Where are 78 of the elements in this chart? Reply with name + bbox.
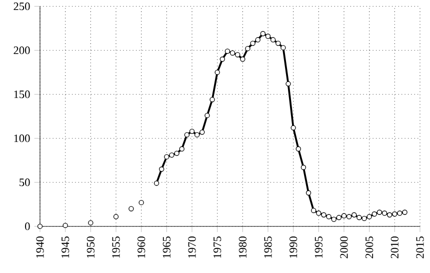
point xyxy=(154,180,160,186)
point xyxy=(306,190,312,196)
y-tick-label: 150 xyxy=(14,90,30,98)
point xyxy=(113,214,119,220)
point xyxy=(210,97,215,102)
x-tick-label: 1940 xyxy=(36,236,44,258)
point xyxy=(352,212,357,218)
x-tick-label: 1945 xyxy=(62,236,70,258)
point xyxy=(366,214,372,220)
point xyxy=(200,130,205,135)
x-tick-label: 1955 xyxy=(112,236,120,258)
point xyxy=(397,210,402,216)
point xyxy=(382,210,388,216)
x-tick-label: 2010 xyxy=(390,236,398,258)
x-tick-label: 2005 xyxy=(366,236,374,258)
point xyxy=(276,40,281,46)
point xyxy=(341,213,347,218)
point xyxy=(386,212,392,218)
point xyxy=(214,70,220,75)
point xyxy=(372,211,377,217)
point xyxy=(194,132,200,138)
point xyxy=(62,222,68,228)
point xyxy=(37,224,43,229)
point xyxy=(174,150,180,156)
point xyxy=(234,52,240,58)
x-tick-label: 1950 xyxy=(86,236,94,258)
point xyxy=(265,34,271,39)
y-tick-label: 250 xyxy=(14,2,30,10)
y-tick-label: 50 xyxy=(20,178,30,186)
point xyxy=(250,40,256,46)
point xyxy=(224,48,230,54)
point xyxy=(138,200,144,206)
x-tick-label: 1985 xyxy=(264,236,272,258)
x-tick-label: 1990 xyxy=(290,236,298,258)
point xyxy=(189,128,195,134)
point xyxy=(286,81,291,86)
point xyxy=(88,220,94,226)
point xyxy=(300,164,306,170)
point xyxy=(326,214,332,220)
x-tick-label: 1980 xyxy=(238,236,246,258)
point xyxy=(356,214,362,220)
point xyxy=(316,210,322,216)
point xyxy=(158,166,164,172)
point xyxy=(204,112,210,118)
x-tick-label: 1995 xyxy=(314,236,322,258)
point xyxy=(270,37,276,42)
x-tick-label: 2015 xyxy=(416,236,424,258)
point xyxy=(392,211,398,217)
point xyxy=(336,214,342,220)
point xyxy=(245,46,250,52)
point xyxy=(179,146,184,152)
point xyxy=(260,31,266,36)
point xyxy=(362,216,367,222)
point xyxy=(164,154,170,160)
y-tick-label: 200 xyxy=(14,46,30,54)
point xyxy=(376,210,382,215)
y-tick-label: 0 xyxy=(25,222,30,230)
x-tick-label: 1970 xyxy=(188,236,196,258)
point xyxy=(331,216,336,222)
x-tick-label: 1960 xyxy=(138,236,146,258)
point xyxy=(184,132,190,138)
point xyxy=(128,206,134,212)
point xyxy=(296,146,301,152)
point xyxy=(290,125,296,130)
point xyxy=(402,210,408,215)
x-tick-label: 1965 xyxy=(162,236,170,258)
point xyxy=(310,208,316,214)
point xyxy=(346,214,352,220)
point xyxy=(230,50,236,56)
point xyxy=(321,212,326,218)
point xyxy=(220,56,225,62)
point xyxy=(169,152,174,158)
point xyxy=(240,56,246,62)
y-tick-label: 100 xyxy=(14,134,30,142)
x-tick-label: 1975 xyxy=(214,236,222,258)
point xyxy=(255,37,260,42)
point xyxy=(280,45,286,50)
x-tick-label: 2000 xyxy=(340,236,348,258)
